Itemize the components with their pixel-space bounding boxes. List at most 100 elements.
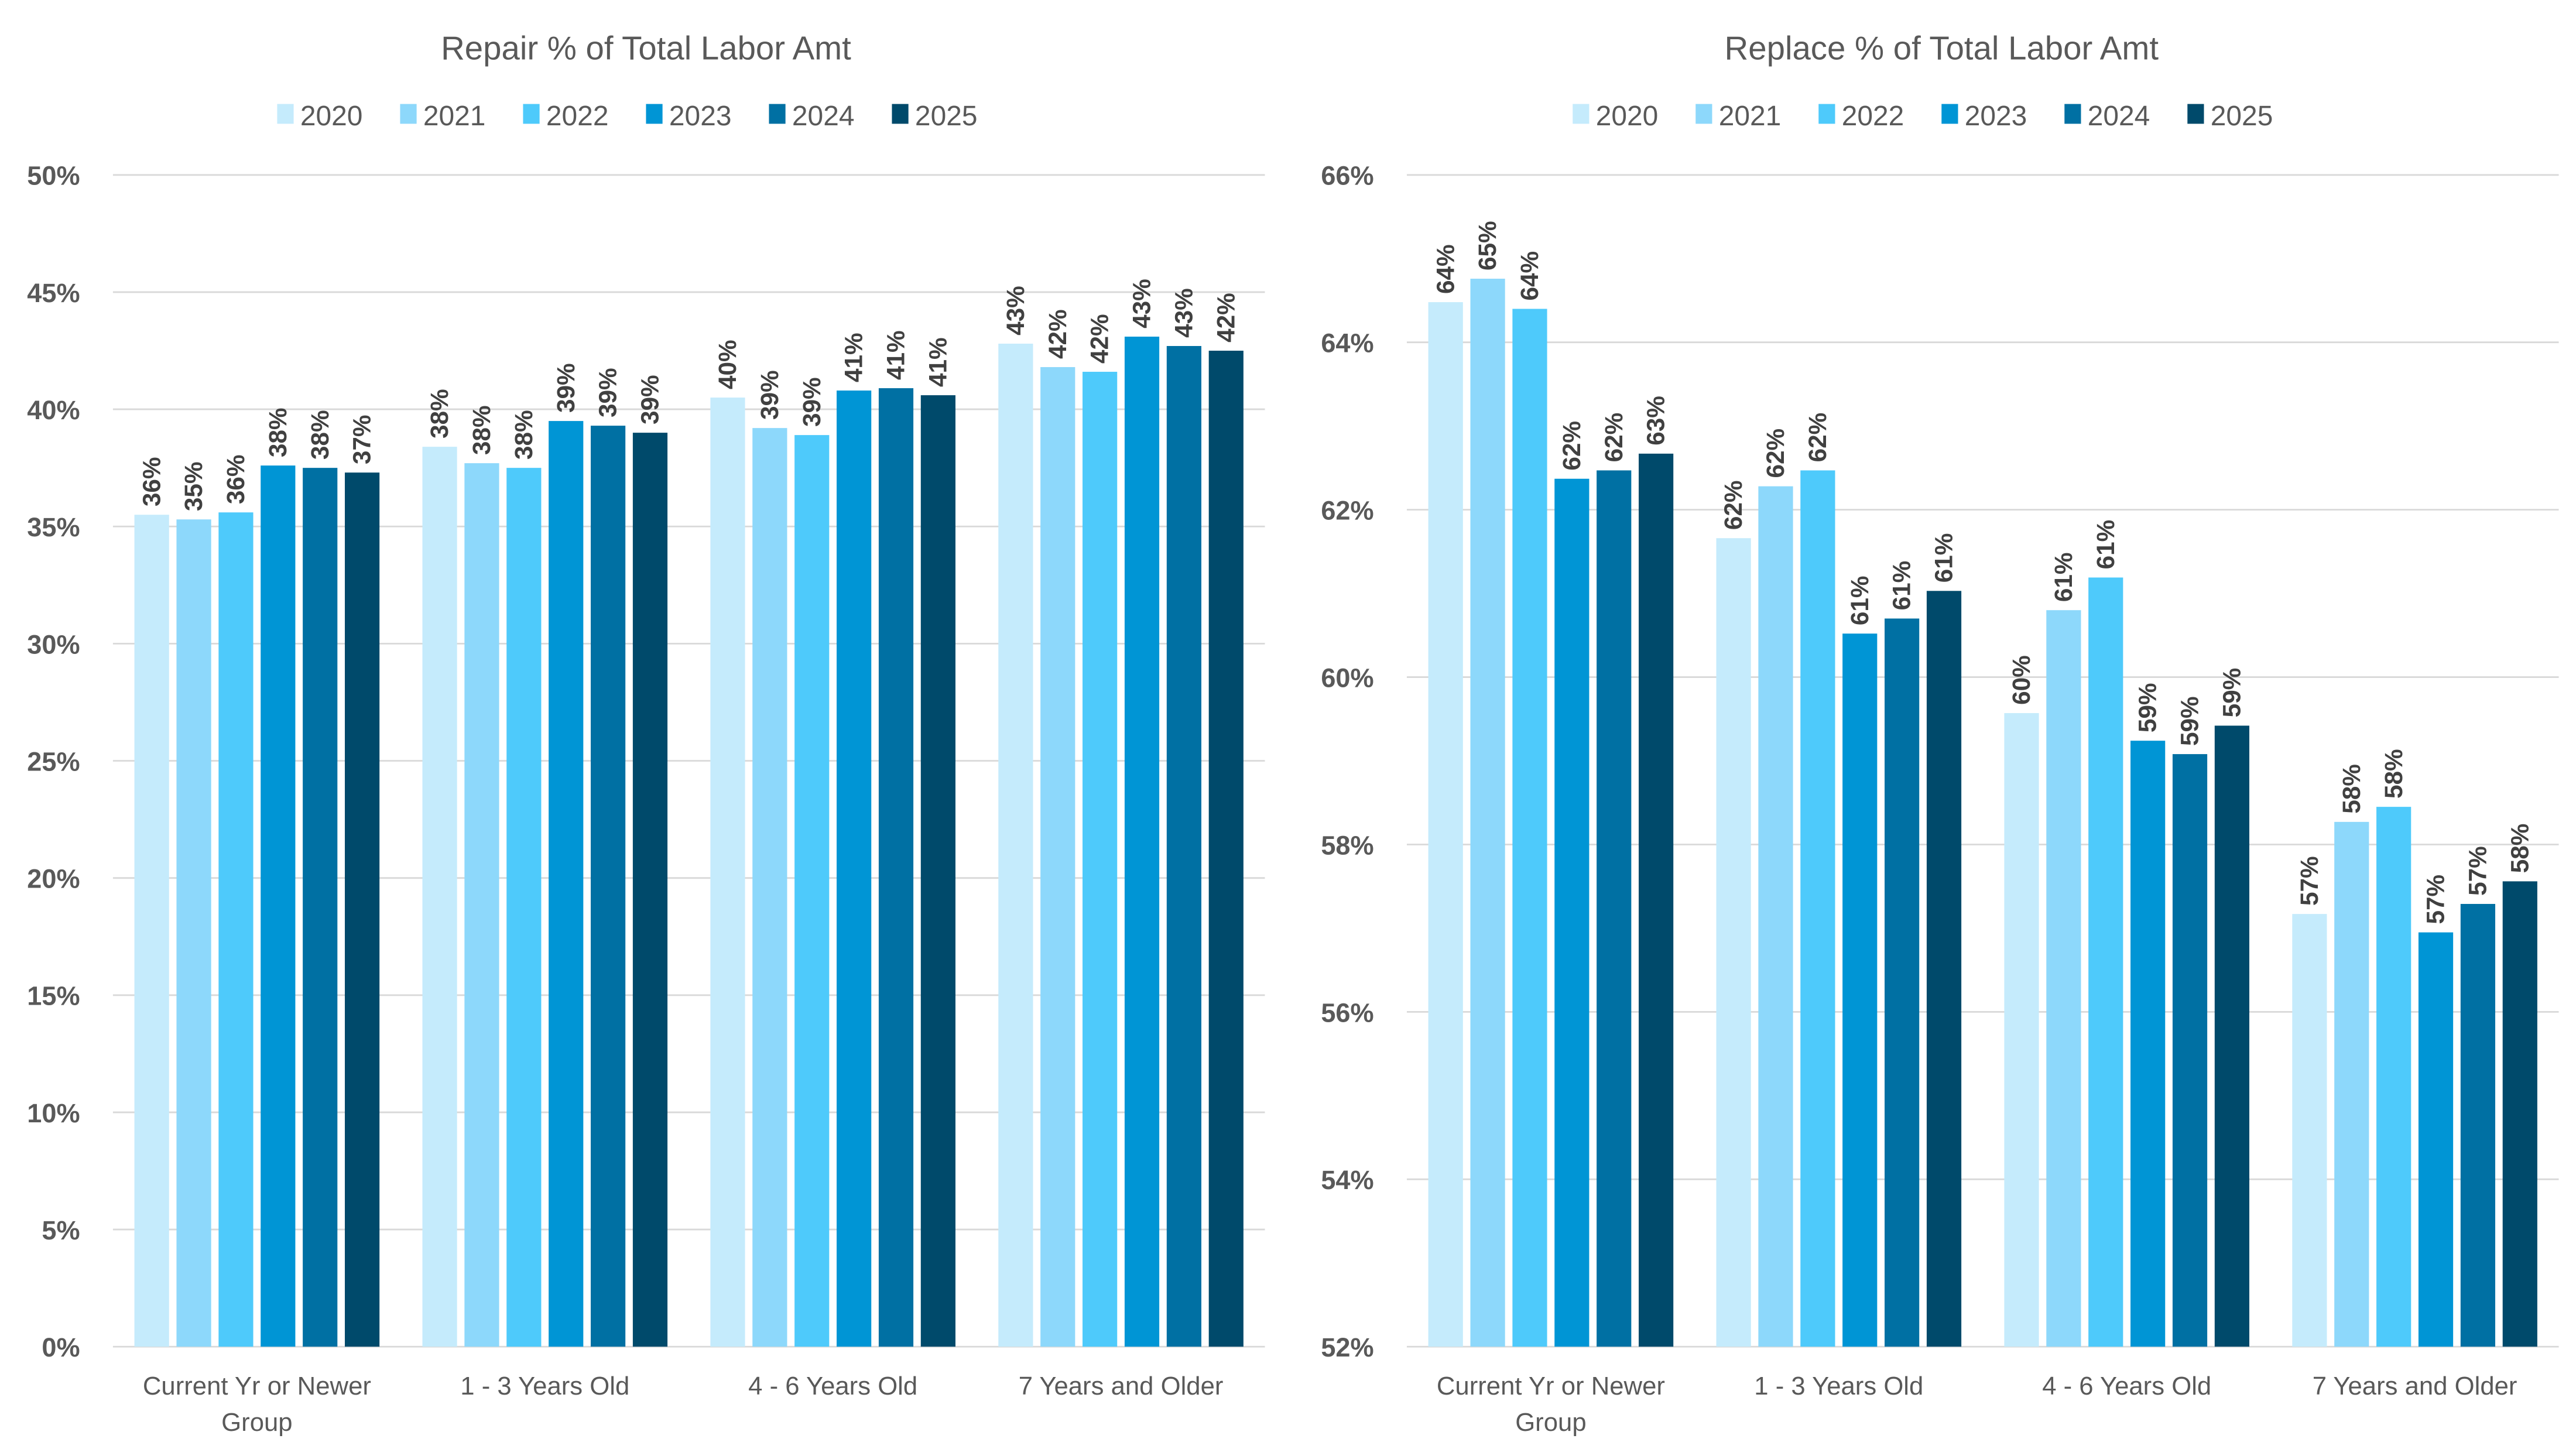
data-label: 64% — [1516, 251, 1543, 301]
bar-2024 — [878, 388, 914, 1347]
legend-swatch-2021 — [1695, 104, 1712, 124]
y-tick-label: 5% — [42, 1215, 80, 1245]
bar-2024 — [591, 426, 626, 1347]
y-tick-label: 10% — [27, 1098, 80, 1128]
bar-2022 — [2088, 577, 2123, 1347]
bar-2024 — [1166, 346, 1202, 1347]
y-tick-label: 25% — [27, 746, 80, 776]
bar-2022 — [1512, 309, 1547, 1347]
data-label: 39% — [594, 368, 622, 417]
chart-title: Replace % of Total Labor Amt — [1725, 29, 2159, 66]
bar-2020 — [710, 398, 745, 1347]
bar-2025 — [1208, 351, 1244, 1347]
bar-2025 — [632, 433, 668, 1347]
data-label: 36% — [222, 455, 249, 505]
legend: 2020 2021 2022 2023 2024 2025 — [1573, 101, 2273, 132]
data-label: 61% — [2050, 553, 2077, 602]
bar-2021 — [1040, 367, 1075, 1347]
data-label: 40% — [714, 340, 741, 389]
bar-2022 — [1083, 372, 1118, 1347]
bar-2022 — [794, 435, 830, 1347]
data-label: 57% — [2464, 846, 2492, 896]
bar-2020 — [1716, 538, 1751, 1347]
legend-swatch-2023 — [646, 104, 663, 124]
data-label: 61% — [1846, 576, 1873, 626]
bar-2022 — [2376, 807, 2411, 1347]
y-tick-label: 56% — [1321, 998, 1373, 1027]
bar-2023 — [1124, 337, 1160, 1347]
bar-2020 — [2292, 914, 2327, 1347]
data-label: 39% — [552, 363, 580, 413]
x-category-line: Current Yr or Newer — [1437, 1372, 1665, 1400]
legend-label-2025: 2025 — [2211, 101, 2273, 132]
legend-label-2023: 2023 — [1965, 101, 2027, 132]
data-label: 38% — [468, 405, 495, 455]
legend-swatch-2024 — [769, 104, 786, 124]
y-tick-label: 30% — [27, 629, 80, 659]
data-label: 63% — [1642, 396, 1670, 446]
bar-2020 — [134, 515, 169, 1347]
y-tick-label: 66% — [1321, 161, 1373, 191]
data-label: 58% — [2338, 764, 2365, 814]
data-label: 62% — [1762, 429, 1789, 478]
legend-swatch-2022 — [523, 104, 540, 124]
data-label: 35% — [180, 462, 207, 512]
legend-label-2024: 2024 — [792, 101, 855, 132]
data-label: 37% — [348, 415, 376, 464]
bar-2025 — [1639, 453, 1674, 1347]
bar-2024 — [2460, 903, 2496, 1347]
bar-2023 — [837, 390, 872, 1347]
y-tick-label: 50% — [27, 161, 80, 191]
legend-label-2023: 2023 — [669, 101, 732, 132]
bar-2020 — [998, 344, 1033, 1347]
bar-2024 — [1597, 470, 1632, 1347]
x-category-label: Current Yr or Newer Group — [1437, 1372, 1665, 1437]
bar-2025 — [2502, 881, 2537, 1347]
x-category-line: Current Yr or Newer — [143, 1372, 371, 1400]
data-label: 43% — [1002, 286, 1029, 335]
x-category-label: Current Yr or Newer Group — [143, 1372, 371, 1437]
legend-swatch-2022 — [1818, 104, 1835, 124]
data-label: 61% — [2092, 520, 2119, 570]
data-label: 61% — [1930, 533, 1958, 583]
data-label: 38% — [264, 407, 292, 457]
bar-2025 — [920, 395, 955, 1347]
x-category-line: Group — [1515, 1408, 1586, 1437]
data-label: 41% — [840, 333, 868, 382]
bar-2021 — [2046, 610, 2081, 1347]
data-label: 65% — [1474, 221, 1501, 270]
bar-2020 — [1428, 302, 1463, 1347]
bar-2021 — [752, 428, 787, 1347]
data-label: 62% — [1804, 413, 1831, 463]
data-label: 39% — [636, 375, 664, 424]
data-label: 61% — [1888, 561, 1916, 611]
y-tick-label: 15% — [27, 981, 80, 1011]
bar-2021 — [1758, 486, 1793, 1347]
legend-swatch-2025 — [892, 104, 909, 124]
data-label: 57% — [2296, 856, 2323, 906]
y-tick-label: 20% — [27, 864, 80, 894]
y-tick-label: 45% — [27, 278, 80, 308]
data-label: 58% — [2380, 749, 2407, 799]
legend-swatch-2020 — [277, 104, 294, 124]
chart-replace: Replace % of Total Labor Amt 2020 2021 2022… — [1321, 29, 2559, 1437]
x-category-label: 7 Years and Older — [2313, 1372, 2517, 1400]
x-category-label: 1 - 3 Years Old — [460, 1372, 629, 1400]
legend-label-2021: 2021 — [423, 101, 486, 132]
data-label: 43% — [1128, 279, 1156, 328]
bar-2023 — [2130, 741, 2166, 1347]
x-category-label: 4 - 6 Years Old — [748, 1372, 917, 1400]
chart-title: Repair % of Total Labor Amt — [441, 29, 851, 66]
data-label: 59% — [2176, 696, 2204, 746]
x-category-label: 1 - 3 Years Old — [1754, 1372, 1923, 1400]
legend-swatch-2021 — [400, 104, 417, 124]
x-category-line: Group — [221, 1408, 292, 1437]
bar-2024 — [1885, 618, 1920, 1347]
legend-swatch-2024 — [2064, 104, 2081, 124]
data-label: 59% — [2134, 683, 2161, 733]
bar-2022 — [218, 512, 254, 1347]
y-tick-label: 62% — [1321, 496, 1373, 526]
data-label: 39% — [756, 370, 783, 420]
bar-2022 — [506, 468, 542, 1347]
